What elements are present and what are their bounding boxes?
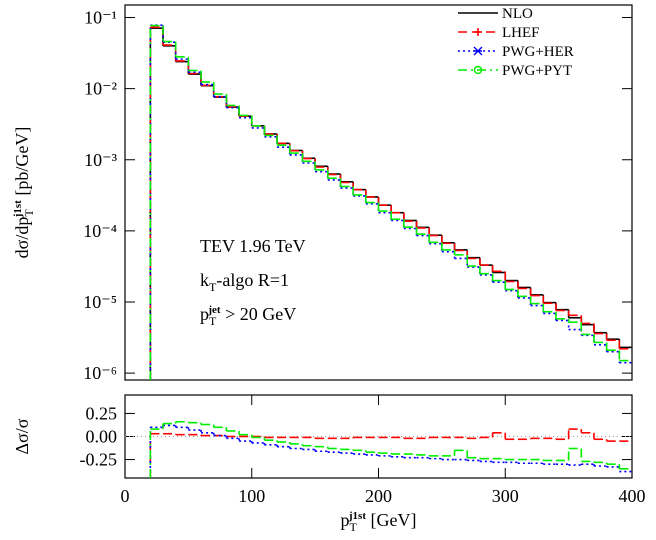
annotation-base: TEV 1.96 TeV — [200, 236, 306, 256]
y-axis-label: Δσ/σ — [12, 418, 32, 454]
y-axis-label-rest: [pb/GeV] — [12, 127, 32, 200]
y-tick-label: 10⁻³ — [84, 150, 118, 170]
legend-marker — [473, 65, 483, 75]
legend-marker — [473, 46, 483, 56]
x-axis-label-base: p — [341, 510, 350, 530]
y-axis-label: dσ/dpTj1st [pb/GeV] — [12, 127, 36, 259]
legend-label: PWG+HER — [502, 44, 574, 60]
x-tick-label: 200 — [365, 486, 392, 506]
annotation-sub: T — [209, 314, 217, 328]
x-tick-label: 300 — [492, 486, 519, 506]
y-tick-label: 10⁻⁴ — [83, 221, 117, 241]
y-tick-label: 0.00 — [86, 427, 118, 447]
x-tick-label: 400 — [619, 486, 646, 506]
annotation-sub: T — [209, 280, 217, 294]
legend-label: NLO — [502, 6, 533, 22]
annotation-rest: > 20 GeV — [221, 304, 297, 324]
x-tick-label: 0 — [121, 486, 130, 506]
x-axis-label-rest: [GeV] — [366, 510, 416, 530]
x-tick-label: 100 — [238, 486, 265, 506]
annotation: pTjet > 20 GeV — [200, 304, 296, 328]
x-axis-label: pTj1st [GeV] — [341, 510, 417, 534]
series-layer — [149, 24, 632, 380]
annotation-rest: -algo R=1 — [216, 270, 289, 290]
series-layer — [149, 420, 632, 478]
y-tick-label: -0.25 — [80, 450, 118, 470]
plot-frame — [124, 4, 633, 381]
y-tick-label: 10⁻¹ — [84, 8, 117, 28]
annotation: kT-algo R=1 — [200, 270, 289, 294]
x-axis-label-sub: T — [350, 520, 358, 534]
step-riser — [149, 25, 621, 380]
annotation-base: p — [200, 304, 209, 324]
legend-label: LHEF — [502, 25, 540, 41]
x-axis-label-sup: j1st — [348, 510, 366, 522]
step-riser — [149, 27, 621, 380]
step-riser — [149, 28, 621, 380]
legend-marker — [474, 28, 482, 36]
y-tick-label: 10⁻⁵ — [83, 292, 117, 312]
legend-label: PWG+PYT — [502, 63, 572, 79]
annotation-base: k — [200, 270, 209, 290]
annotation-sup: jet — [207, 304, 221, 316]
y-axis-label-base: dσ/dp — [12, 217, 32, 259]
y-tick-label: 10⁻⁶ — [83, 363, 117, 383]
y-axis-label-sup: j1st — [12, 200, 24, 218]
annotation: TEV 1.96 TeV — [200, 236, 306, 256]
y-tick-label: 0.25 — [86, 403, 118, 423]
step-riser — [149, 421, 621, 478]
y-axis-label-sub: T — [22, 209, 36, 217]
y-tick-label: 10⁻² — [84, 79, 117, 99]
y-axis-label-base: Δσ/σ — [12, 418, 32, 454]
step-riser — [149, 425, 621, 478]
